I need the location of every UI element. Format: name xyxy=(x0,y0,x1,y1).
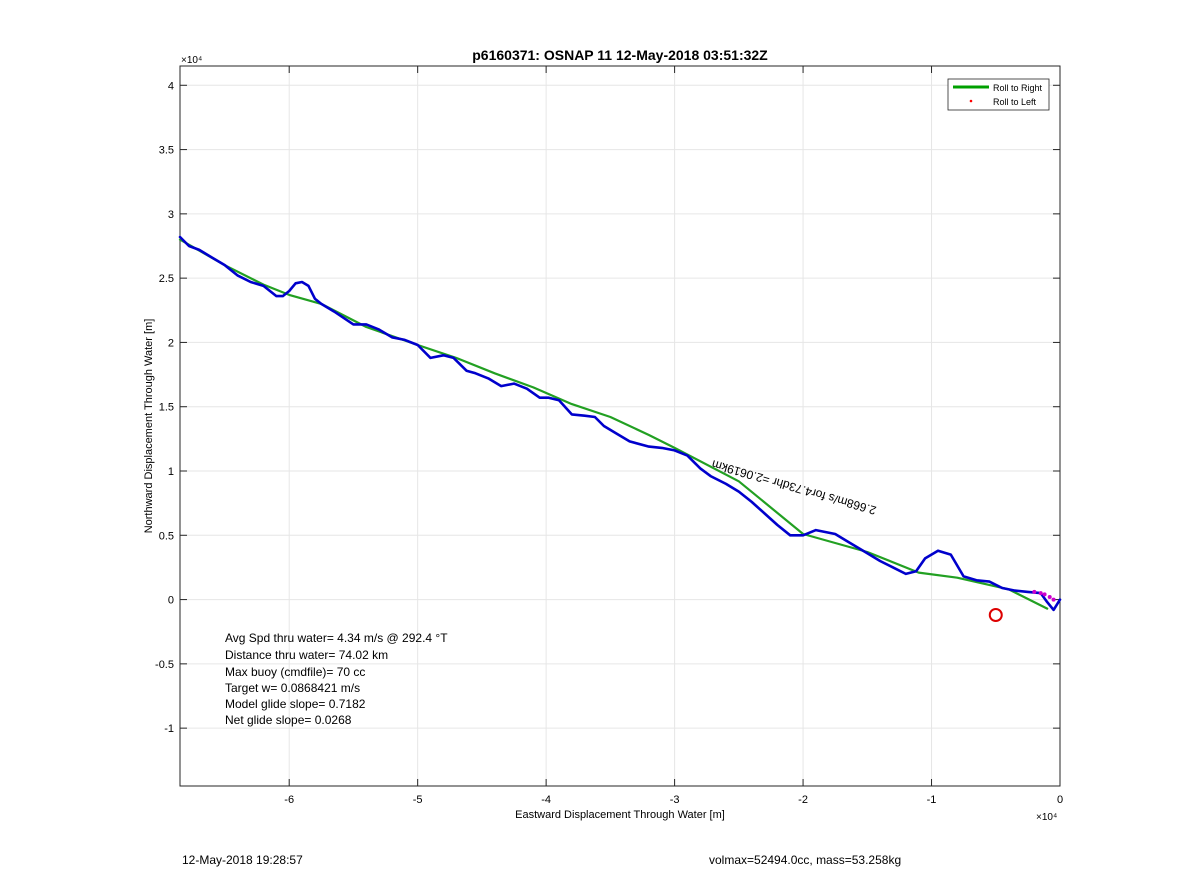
stats-annotations: Avg Spd thru water= 4.34 m/s @ 292.4 °T … xyxy=(225,631,448,727)
annotation-target-w: Target w= 0.0868421 m/s xyxy=(225,681,360,695)
roll-to-left-point xyxy=(1047,595,1052,599)
y-tick-label: -0.5 xyxy=(155,659,174,671)
y-ticks: -1 -0.5 0 0.5 1 1.5 2 2.5 3 3.5 4 xyxy=(155,80,1060,735)
y-tick-label: 3 xyxy=(168,209,174,221)
x-tick-label: -2 xyxy=(798,794,808,806)
annotation-max-buoy: Max buoy (cmdfile)= 70 cc xyxy=(225,665,365,679)
annotation-distance: Distance thru water= 74.02 km xyxy=(225,648,388,662)
roll-to-left-point xyxy=(1051,597,1056,602)
x-tick-label: -4 xyxy=(541,794,551,806)
legend-box xyxy=(947,78,1050,111)
annotation-net-glide: Net glide slope= 0.0268 xyxy=(225,713,352,727)
y-exponent-label: ×10⁴ xyxy=(181,55,202,66)
y-tick-label: 4 xyxy=(168,80,174,92)
markers-group xyxy=(988,589,1056,622)
series-group xyxy=(178,235,1062,612)
roll-to-left-point xyxy=(1032,589,1037,594)
x-tick-label: -1 xyxy=(927,794,937,806)
axes-box xyxy=(179,65,1061,787)
x-tick-label: -5 xyxy=(413,794,423,806)
x-tick-label: -3 xyxy=(670,794,680,806)
legend: Roll to Right Roll to Left xyxy=(947,78,1050,111)
roll-to-left-point xyxy=(1042,592,1047,597)
x-tick-label: -6 xyxy=(284,794,294,806)
footer-volmax-mass: volmax=52494.0cc, mass=53.258kg xyxy=(709,853,902,867)
y-tick-label: 0 xyxy=(168,595,174,607)
glider-track-line xyxy=(178,235,1062,612)
legend-dot-swatch xyxy=(969,99,973,103)
trail-label: 2.668m/s for4.73dhr =2.0619km xyxy=(710,457,878,517)
footer-timestamp: 12-May-2018 19:28:57 xyxy=(182,853,303,867)
y-tick-label: -1 xyxy=(164,723,174,735)
x-axis-label: Eastward Displacement Through Water [m] xyxy=(515,809,725,821)
y-tick-label: 1.5 xyxy=(159,402,174,414)
x-ticks: -6 -5 -4 -3 -2 -1 0 xyxy=(284,66,1063,806)
y-tick-label: 1 xyxy=(168,466,174,478)
legend-label-roll-right: Roll to Right xyxy=(993,83,1043,93)
x-exponent-label: ×10⁴ xyxy=(1036,812,1057,823)
grid xyxy=(180,66,1061,786)
annotation-model-glide: Model glide slope= 0.7182 xyxy=(225,697,366,711)
y-tick-label: 3.5 xyxy=(159,145,174,157)
x-tick-label: 0 xyxy=(1057,794,1063,806)
roll-to-left-point xyxy=(1038,591,1043,596)
annotation-avg-speed: Avg Spd thru water= 4.34 m/s @ 292.4 °T xyxy=(225,631,448,645)
y-tick-label: 2 xyxy=(168,337,174,349)
roll-to-right-line xyxy=(178,238,1049,610)
legend-label-roll-left: Roll to Left xyxy=(993,97,1037,107)
chart-title: p6160371: OSNAP 11 12-May-2018 03:51:32Z xyxy=(472,47,768,63)
y-tick-label: 0.5 xyxy=(159,530,174,542)
y-axis-label: Northward Displacement Through Water [m] xyxy=(143,319,155,534)
y-tick-label: 2.5 xyxy=(159,273,174,285)
red-circle-marker xyxy=(988,608,1003,622)
